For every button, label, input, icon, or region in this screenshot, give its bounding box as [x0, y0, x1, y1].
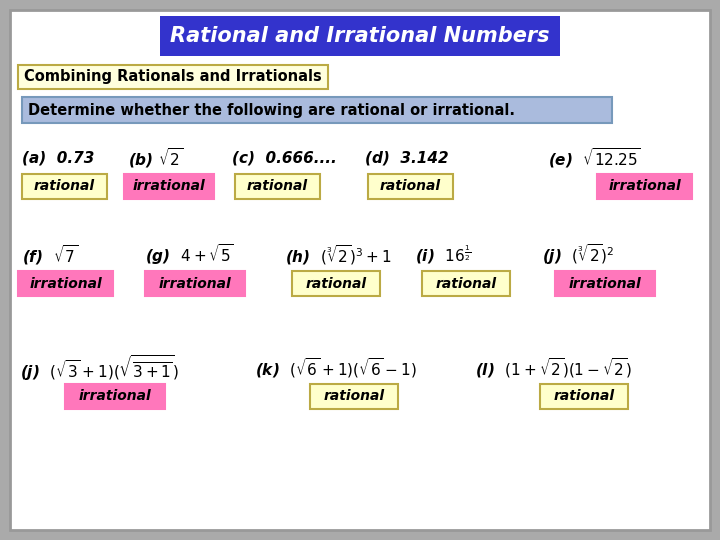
- FancyBboxPatch shape: [18, 271, 113, 296]
- Text: rational: rational: [305, 276, 366, 291]
- Text: rational: rational: [380, 179, 441, 193]
- Text: Determine whether the following are rational or irrational.: Determine whether the following are rati…: [28, 103, 515, 118]
- Text: (d)  3.142: (d) 3.142: [365, 151, 449, 165]
- Text: Combining Rationals and Irrationals: Combining Rationals and Irrationals: [24, 70, 322, 84]
- Text: irrational: irrational: [608, 179, 681, 193]
- FancyBboxPatch shape: [292, 271, 380, 296]
- FancyBboxPatch shape: [540, 384, 628, 409]
- Text: irrational: irrational: [78, 389, 151, 403]
- FancyBboxPatch shape: [310, 384, 398, 409]
- FancyBboxPatch shape: [160, 16, 560, 56]
- Text: irrational: irrational: [132, 179, 205, 193]
- Text: irrational: irrational: [158, 276, 231, 291]
- FancyBboxPatch shape: [18, 65, 328, 89]
- Text: (b) $\sqrt{2}$: (b) $\sqrt{2}$: [128, 146, 183, 170]
- Text: (g)  $4+\sqrt{5}$: (g) $4+\sqrt{5}$: [145, 242, 234, 267]
- Text: (l)  $(1+\sqrt{2})(1-\sqrt{2})$: (l) $(1+\sqrt{2})(1-\sqrt{2})$: [475, 356, 632, 380]
- Text: irrational: irrational: [29, 276, 102, 291]
- FancyBboxPatch shape: [22, 174, 107, 199]
- Text: (e)  $\sqrt{12.25}$: (e) $\sqrt{12.25}$: [548, 146, 641, 170]
- Text: rational: rational: [323, 389, 384, 403]
- Text: (j)  $(\sqrt{3}+1)(\sqrt{\overline{3+1}})$: (j) $(\sqrt{3}+1)(\sqrt{\overline{3+1}})…: [20, 353, 179, 383]
- FancyBboxPatch shape: [22, 97, 612, 123]
- FancyBboxPatch shape: [368, 174, 453, 199]
- FancyBboxPatch shape: [10, 10, 710, 530]
- Text: irrational: irrational: [569, 276, 642, 291]
- FancyBboxPatch shape: [597, 174, 692, 199]
- Text: (h)  $(\sqrt[3]{2})^{3}+1$: (h) $(\sqrt[3]{2})^{3}+1$: [285, 243, 392, 267]
- Text: Rational and Irrational Numbers: Rational and Irrational Numbers: [170, 26, 550, 46]
- Text: rational: rational: [34, 179, 95, 193]
- FancyBboxPatch shape: [422, 271, 510, 296]
- Text: (a)  0.73: (a) 0.73: [22, 151, 94, 165]
- Text: (j)  $(\sqrt[3]{2})^{2}$: (j) $(\sqrt[3]{2})^{2}$: [542, 242, 614, 267]
- Text: (i)  $16^{\frac{1}{2}}$: (i) $16^{\frac{1}{2}}$: [415, 244, 471, 266]
- FancyBboxPatch shape: [124, 174, 214, 199]
- Text: (k)  $(\sqrt{6}+1)(\sqrt{6}-1)$: (k) $(\sqrt{6}+1)(\sqrt{6}-1)$: [255, 356, 417, 380]
- FancyBboxPatch shape: [65, 384, 165, 409]
- Text: rational: rational: [247, 179, 308, 193]
- FancyBboxPatch shape: [145, 271, 245, 296]
- Text: (f)  $\sqrt{7}$: (f) $\sqrt{7}$: [22, 243, 78, 267]
- FancyBboxPatch shape: [235, 174, 320, 199]
- FancyBboxPatch shape: [555, 271, 655, 296]
- Text: rational: rational: [436, 276, 497, 291]
- Text: (c)  0.666....: (c) 0.666....: [232, 151, 337, 165]
- Text: rational: rational: [554, 389, 615, 403]
